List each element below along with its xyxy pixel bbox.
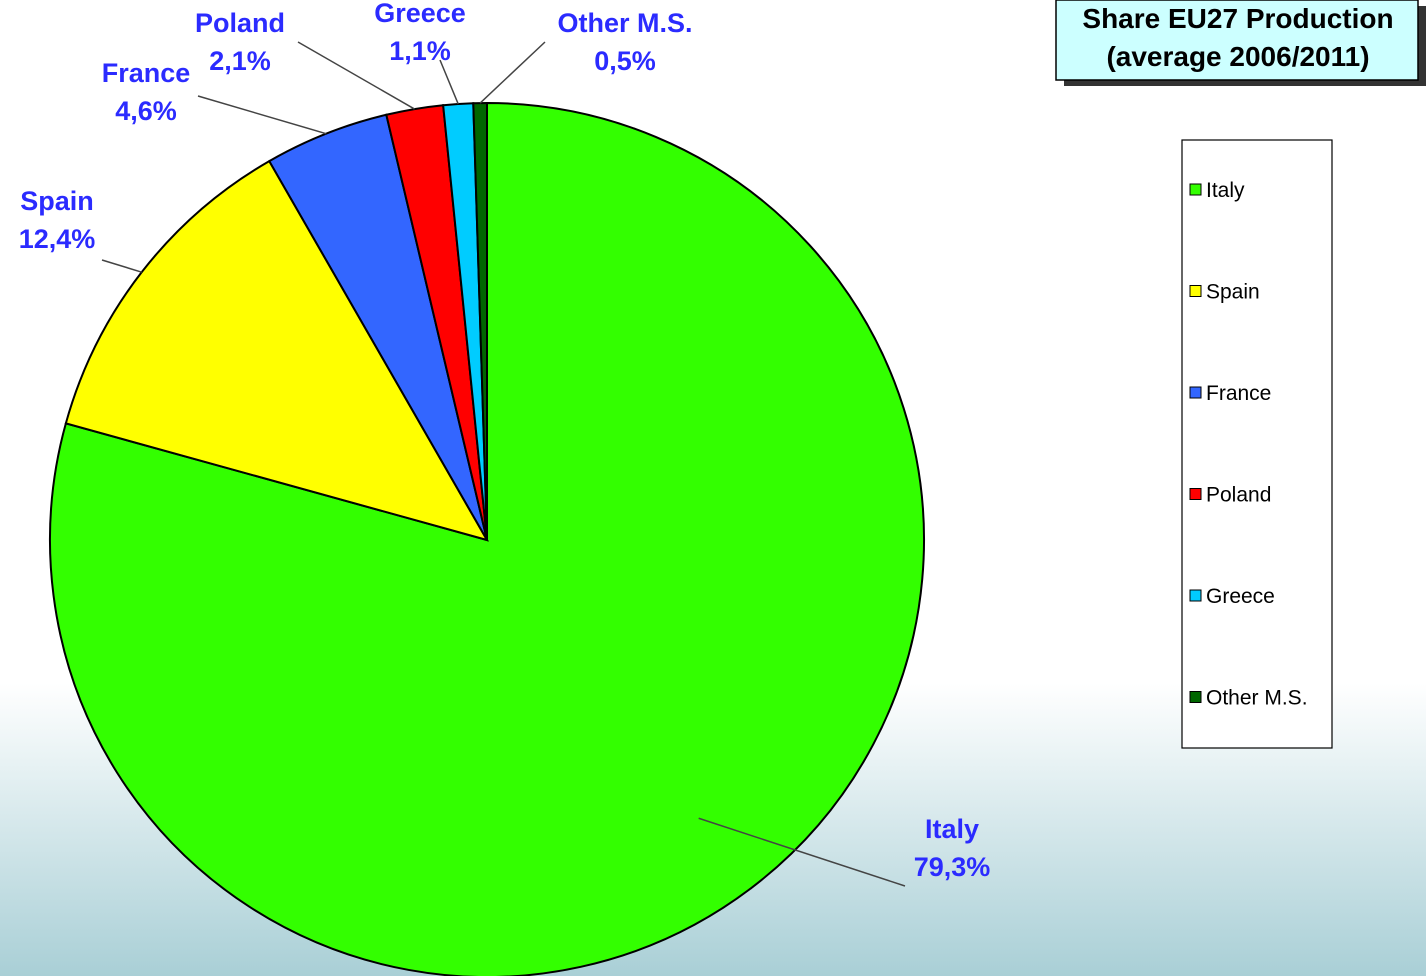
slice-value-label: 2,1%: [209, 46, 271, 76]
slice-value-label: 12,4%: [19, 224, 96, 254]
legend-swatch: [1190, 489, 1201, 500]
legend-swatch: [1190, 387, 1201, 398]
legend-label: Spain: [1206, 281, 1260, 304]
legend-label: Italy: [1206, 179, 1245, 202]
slice-value-label: 4,6%: [115, 96, 177, 126]
legend-label: Other M.S.: [1206, 687, 1308, 710]
legend-swatch: [1190, 590, 1201, 601]
legend-label: Poland: [1206, 484, 1271, 507]
slice-label: France: [102, 58, 191, 88]
legend-label: France: [1206, 382, 1271, 405]
legend-swatch: [1190, 286, 1201, 297]
slice-value-label: 79,3%: [914, 852, 991, 882]
legend-label: Greece: [1206, 585, 1275, 608]
slice-label: Poland: [195, 8, 285, 38]
slice-label: Greece: [374, 0, 466, 28]
slice-label: Spain: [20, 186, 94, 216]
chart: Share EU27 Production (average 2006/2011…: [0, 0, 1426, 976]
slice-value-label: 1,1%: [389, 36, 451, 66]
legend-box: [1182, 140, 1332, 748]
slice-value-label: 0,5%: [594, 46, 656, 76]
slice-label: Other M.S.: [557, 8, 692, 38]
legend-swatch: [1190, 692, 1201, 703]
chart-title: Share EU27 Production: [1082, 3, 1393, 34]
slice-label: Italy: [925, 814, 979, 844]
chart-subtitle: (average 2006/2011): [1106, 41, 1369, 72]
legend-swatch: [1190, 184, 1201, 195]
